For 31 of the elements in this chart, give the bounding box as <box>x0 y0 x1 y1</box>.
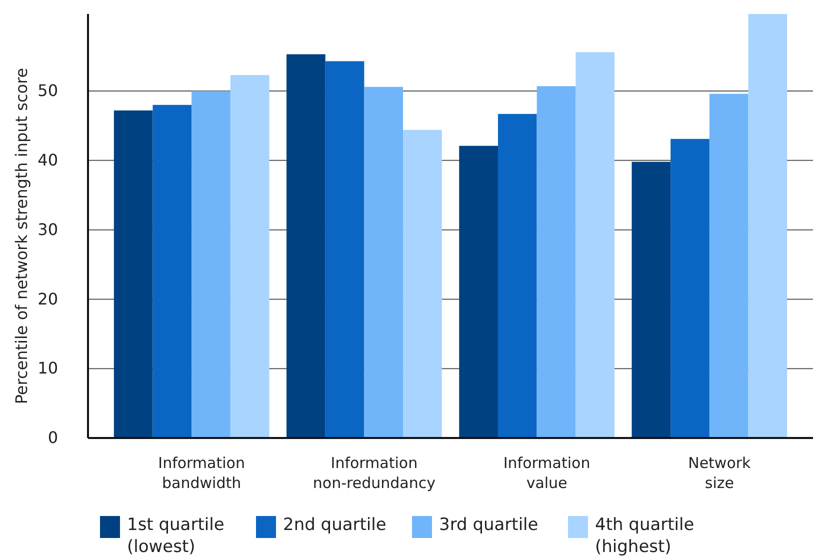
bar <box>152 104 192 438</box>
legend-label: 3rd quartile <box>439 515 538 535</box>
bar <box>670 138 710 438</box>
y-tick-label: 50 <box>38 81 58 100</box>
bar <box>114 110 153 438</box>
legend-label: 1st quartile (lowest) <box>127 515 224 557</box>
x-tick-label: Network size <box>688 454 752 492</box>
bar <box>576 52 614 438</box>
bar <box>498 114 537 438</box>
bar <box>632 162 671 438</box>
bar <box>286 54 326 438</box>
bar <box>459 146 498 438</box>
x-tick-label: Information non-redundancy <box>312 454 436 492</box>
bar <box>748 14 788 438</box>
bar <box>230 75 270 438</box>
y-axis-title: Percentile of network strength input score <box>12 68 31 404</box>
y-tick-label: 30 <box>38 220 58 239</box>
y-tick-label: 20 <box>38 289 58 308</box>
y-tick-label: 40 <box>38 150 58 170</box>
bar <box>403 130 442 438</box>
x-tick-label: Information value <box>503 454 590 492</box>
legend-label: 4th quartile (highest) <box>595 515 694 557</box>
y-tick-label: 0 <box>48 428 58 448</box>
bar <box>192 91 230 438</box>
legend-label: 2nd quartile <box>283 515 386 535</box>
y-tick-label: 10 <box>38 358 58 378</box>
bar <box>364 86 404 438</box>
x-tick-label: Information bandwidth <box>158 454 245 492</box>
bar <box>536 86 576 438</box>
bar <box>709 94 748 438</box>
bar <box>325 61 364 438</box>
